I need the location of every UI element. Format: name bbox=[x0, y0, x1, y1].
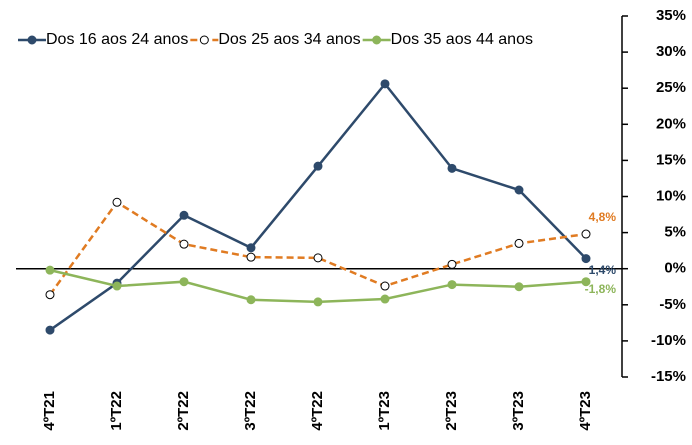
x-tick-label: 1ºT22 bbox=[108, 391, 125, 431]
point bbox=[514, 238, 524, 248]
point bbox=[45, 325, 55, 335]
y-tick-label: 15% bbox=[656, 151, 686, 168]
point bbox=[179, 239, 189, 249]
data-label: -1,8% bbox=[585, 282, 617, 296]
series-line bbox=[48, 200, 587, 296]
x-tick-label: 2ºT23 bbox=[443, 391, 460, 431]
point bbox=[45, 290, 55, 300]
point bbox=[246, 252, 256, 262]
y-tick-label: 30% bbox=[656, 43, 686, 60]
point bbox=[45, 265, 55, 275]
point bbox=[581, 277, 591, 287]
series-line bbox=[49, 268, 587, 304]
x-tick-label: 3ºT23 bbox=[510, 391, 527, 431]
data-label: 1,4% bbox=[589, 263, 617, 277]
point bbox=[447, 163, 457, 173]
point bbox=[112, 197, 122, 207]
data-label: 4,8% bbox=[589, 210, 617, 224]
point bbox=[581, 254, 591, 264]
point bbox=[380, 294, 390, 304]
point bbox=[380, 79, 390, 89]
point bbox=[447, 259, 457, 269]
y-tick-label: 5% bbox=[664, 224, 686, 241]
y-tick-label: 20% bbox=[656, 115, 686, 132]
y-tick-label: -15% bbox=[651, 368, 686, 385]
x-tick-label: 1ºT23 bbox=[376, 391, 393, 431]
y-tick-label: -10% bbox=[651, 332, 686, 349]
point bbox=[313, 161, 323, 171]
point bbox=[514, 185, 524, 195]
y-tick-label: 35% bbox=[656, 7, 686, 24]
point bbox=[380, 281, 390, 291]
y-tick-label: 10% bbox=[656, 187, 686, 204]
point bbox=[447, 280, 457, 290]
point bbox=[246, 295, 256, 305]
x-tick-label: 2ºT22 bbox=[175, 391, 192, 431]
x-tick-label: 4ºT23 bbox=[577, 391, 594, 431]
legend-label: Dos 16 aos 24 anos bbox=[46, 31, 188, 48]
legend-label: Dos 35 aos 44 anos bbox=[391, 31, 533, 48]
y-tick-label: 25% bbox=[656, 79, 686, 96]
legend-marker bbox=[199, 35, 209, 45]
point bbox=[112, 281, 122, 291]
point bbox=[246, 243, 256, 253]
point bbox=[313, 253, 323, 263]
point bbox=[313, 297, 323, 307]
y-tick-label: -5% bbox=[659, 296, 686, 313]
legend-marker bbox=[27, 35, 37, 45]
legend-marker bbox=[372, 35, 382, 45]
point bbox=[514, 282, 524, 292]
y-tick-label: 0% bbox=[664, 260, 686, 277]
x-tick-label: 4ºT21 bbox=[41, 391, 58, 431]
point bbox=[581, 229, 591, 239]
series-line bbox=[49, 81, 587, 332]
point bbox=[179, 277, 189, 287]
x-tick-label: 3ºT22 bbox=[242, 391, 259, 431]
legend-label: Dos 25 aos 34 anos bbox=[218, 31, 360, 48]
point bbox=[179, 210, 189, 220]
x-tick-label: 4ºT22 bbox=[309, 391, 326, 431]
